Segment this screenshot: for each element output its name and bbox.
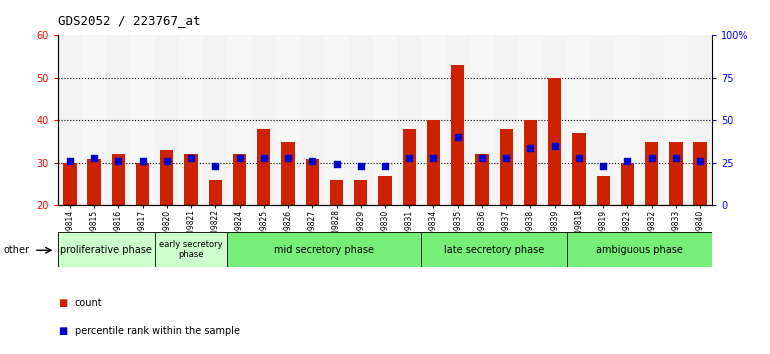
Text: percentile rank within the sample: percentile rank within the sample [75, 326, 239, 336]
Bar [306, 159, 319, 205]
Bar [330, 180, 343, 205]
Point [64, 158, 76, 164]
Bar [136, 163, 149, 205]
Point [573, 155, 585, 161]
Bar [184, 154, 198, 205]
Text: ■: ■ [58, 298, 67, 308]
Bar [421, 35, 446, 205]
Bar [500, 129, 513, 205]
Bar [257, 129, 270, 205]
Bar [694, 142, 707, 205]
Point [621, 158, 634, 164]
Bar [572, 133, 586, 205]
Text: GDS2052 / 223767_at: GDS2052 / 223767_at [58, 14, 200, 27]
Bar [276, 35, 300, 205]
Point [233, 155, 246, 161]
Point [379, 164, 391, 169]
Bar [373, 35, 397, 205]
Point [161, 158, 173, 164]
Bar [82, 35, 106, 205]
Bar [548, 78, 561, 205]
Bar [155, 35, 179, 205]
Point [597, 164, 609, 169]
Bar [403, 129, 416, 205]
Text: early secretory
phase: early secretory phase [159, 240, 223, 259]
Bar [88, 159, 101, 205]
Bar [567, 35, 591, 205]
Bar [63, 163, 76, 205]
Bar [645, 142, 658, 205]
Bar [640, 35, 664, 205]
Bar [209, 180, 222, 205]
Bar [669, 142, 682, 205]
Text: count: count [75, 298, 102, 308]
Point [694, 158, 706, 164]
Point [258, 155, 270, 161]
Bar [524, 120, 537, 205]
Bar [227, 232, 421, 267]
Bar [252, 35, 276, 205]
Bar [300, 35, 324, 205]
Point [403, 155, 415, 161]
Point [500, 155, 512, 161]
Bar [591, 35, 615, 205]
Point [355, 164, 367, 169]
Bar [427, 120, 440, 205]
Bar [349, 35, 373, 205]
Text: ambiguous phase: ambiguous phase [596, 245, 683, 255]
Bar [543, 35, 567, 205]
Bar [567, 232, 712, 267]
Point [524, 145, 537, 151]
Bar [475, 154, 489, 205]
Point [136, 158, 149, 164]
Bar [615, 35, 640, 205]
Point [670, 155, 682, 161]
Bar [446, 35, 470, 205]
Bar [324, 35, 349, 205]
Bar [58, 35, 82, 205]
Bar [281, 142, 295, 205]
Point [88, 155, 100, 161]
Point [645, 155, 658, 161]
Point [427, 155, 440, 161]
Bar [130, 35, 155, 205]
Point [185, 155, 197, 161]
Bar [354, 180, 367, 205]
Bar [203, 35, 227, 205]
Bar [378, 176, 392, 205]
Point [112, 158, 125, 164]
Point [282, 155, 294, 161]
Point [451, 135, 464, 140]
Bar [518, 35, 543, 205]
Point [476, 155, 488, 161]
Bar [597, 176, 610, 205]
Bar [621, 163, 634, 205]
Bar [179, 35, 203, 205]
Bar [58, 232, 155, 267]
Point [330, 161, 343, 166]
Point [306, 158, 319, 164]
Bar [470, 35, 494, 205]
Text: mid secretory phase: mid secretory phase [274, 245, 374, 255]
Bar [688, 35, 712, 205]
Bar [397, 35, 421, 205]
Bar [160, 150, 173, 205]
Point [548, 143, 561, 149]
Point [209, 164, 222, 169]
Bar [233, 154, 246, 205]
Bar [451, 65, 464, 205]
Bar [112, 154, 125, 205]
Text: ■: ■ [58, 326, 67, 336]
Text: other: other [3, 245, 29, 255]
Bar [494, 35, 518, 205]
Text: late secretory phase: late secretory phase [444, 245, 544, 255]
Bar [664, 35, 688, 205]
Text: proliferative phase: proliferative phase [60, 245, 152, 255]
Bar [106, 35, 130, 205]
Bar [155, 232, 227, 267]
Bar [421, 232, 567, 267]
Bar [227, 35, 252, 205]
